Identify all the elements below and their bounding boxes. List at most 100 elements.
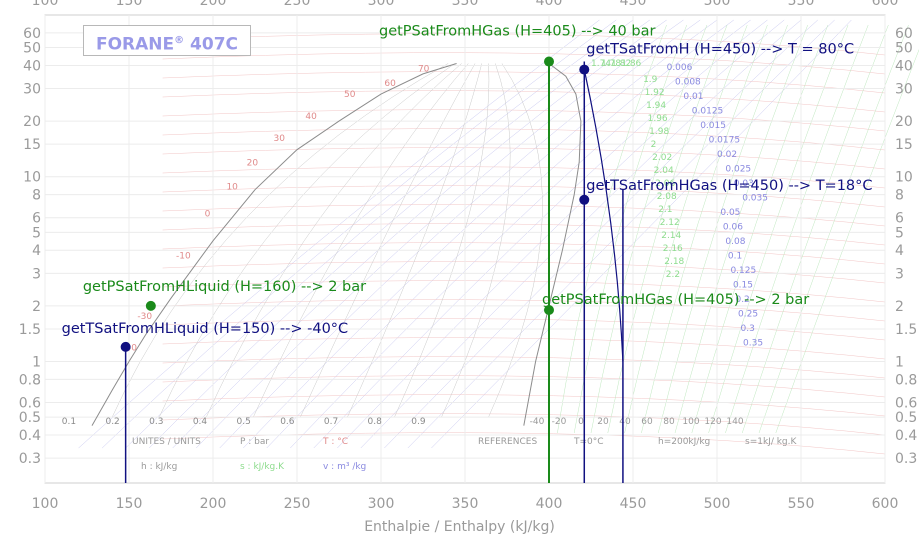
y-tick-label: 5 [32,225,41,241]
volume-isoline [313,19,768,449]
y-tick-label-right: 0.3 [895,451,917,467]
y-tick-label-right: 15 [895,137,913,153]
y-tick-label-right: 10 [895,170,913,186]
temperature-isoline [162,33,886,56]
y-tick-label: 10 [23,170,41,186]
y-tick-label: 2 [32,299,41,315]
x-tick-label-top: 300 [368,0,395,9]
volume-label: 0.3 [741,324,755,334]
entropy-isoline [590,24,708,434]
temperature-isoline [162,318,886,341]
temperature-label: 50 [344,90,356,100]
temperature-isoline [162,185,886,208]
y-tick-label: 40 [23,58,41,74]
temperature-label: 30 [273,134,285,144]
background-lines [78,19,919,455]
volume-label: 0.35 [743,339,763,349]
volume-label: 0.015 [700,121,726,131]
y-tick-label: 1.5 [19,322,41,338]
entropy-label: 1.9 [643,75,658,85]
volume-label: 0.06 [723,223,743,233]
annotation-label: getPSatFromHGas (H=405) --> 40 bar [379,24,655,40]
entropy-isoline [691,24,829,434]
entropy-label: 1.92 [645,88,665,98]
quality-label: 0.7 [324,417,338,427]
entropy-label: 1.96 [648,114,668,124]
grid [44,14,886,484]
entropy-label: 2.04 [654,166,674,176]
y-tick-label-right: 0.8 [895,372,917,388]
entropy-label: 2.16 [663,244,683,254]
entropy-label: 2.08 [657,192,677,202]
x-tick-label: 100 [32,496,59,512]
y-tick-label-right: 5 [895,225,904,241]
forane-logo: FORANE® 407C [83,25,251,56]
enthalpy-reference: h=200kJ/kg [658,437,710,447]
annotation-point [120,341,131,352]
entropy-isoline [641,24,768,434]
temperature-label: 10 [226,183,238,193]
entropy-isoline [607,24,728,434]
x-tick-label: 450 [620,496,647,512]
y-tick-label-right: 1 [895,354,904,370]
temperature-scale-label: 80 [663,417,675,427]
temperature-unit: T : °C [322,437,348,447]
volume-isoline [243,19,718,449]
y-tick-label-right: 3 [895,266,904,282]
y-tick-label: 6 [32,211,41,227]
entropy-label: 2.06 [655,179,675,189]
temperature-scale-label: 60 [641,417,653,427]
volume-label: 0.035 [742,194,768,204]
entropy-label: 1.98 [649,127,669,137]
y-tick-label-right: 0.5 [895,410,917,426]
y-tick-label-right: 0.6 [895,395,917,411]
entropy-label: 1.82 [611,59,631,69]
temperature-isoline [162,109,886,132]
quality-label: 0.3 [149,417,163,427]
y-tick-label-right: 20 [895,114,913,130]
volume-isoline [78,19,600,449]
volume-label: 0.2 [735,295,749,305]
temperature-isoline [162,223,886,246]
volume-label: 0.01 [683,92,703,102]
y-tick-label-right: 30 [895,82,913,98]
curves: -40-30-100102030405060700.10.20.30.40.50… [62,59,768,427]
temperature-isoline [162,299,886,322]
volume-isoline [172,19,667,449]
saturation-liquid-curve [91,63,457,426]
temperature-isoline [162,147,886,170]
quality-label: 0.1 [62,417,76,427]
temperature-isoline [162,128,886,151]
volume-label: 0.25 [738,310,758,320]
entropy-reference: s=1kJ/ kg.K [745,437,798,447]
annotation-point [544,56,554,67]
y-tick-label: 1 [32,354,41,370]
x-tick-label-top: 200 [200,0,227,9]
x-tick-label: 400 [536,496,563,512]
quality-label: 0.5 [237,417,251,427]
volume-label: 0.1 [728,252,742,262]
x-tick-label-top: 100 [32,0,59,9]
entropy-label: 2 [651,140,657,150]
quality-label: 0.9 [411,417,426,427]
x-tick-label: 500 [704,496,731,512]
temperature-isoline [162,261,886,284]
annotation-point [145,300,156,311]
quality-isoline [441,63,511,418]
volume-label: 0.03 [734,179,754,189]
annotation-point [579,194,590,205]
x-tick-label: 350 [452,496,479,512]
volume-label: 0.125 [730,266,756,276]
temperature-scale-label: -20 [552,417,567,427]
y-tick-label: 0.5 [19,410,41,426]
temperature-label: 0 [205,209,211,219]
entropy-isoline [557,24,667,434]
temperature-label: 20 [247,158,259,168]
temperature-label: -10 [176,252,191,262]
y-tick-label: 60 [23,26,41,42]
volume-label: 0.0125 [692,107,724,117]
temperature-isoline [162,71,886,94]
y-tick-label-right: 8 [895,188,904,204]
y-tick-label-right: 60 [895,26,913,42]
temperature-scale-label: 100 [682,417,699,427]
